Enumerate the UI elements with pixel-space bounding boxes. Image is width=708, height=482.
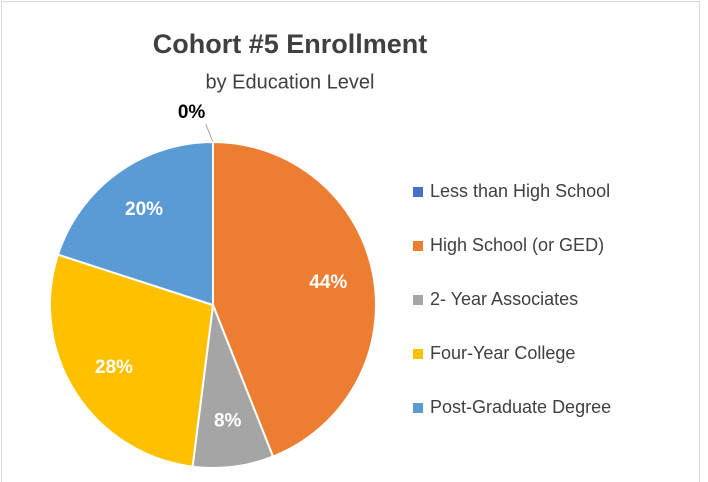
- pie-slice: [56, 140, 214, 307]
- legend-label: High School (or GED): [430, 235, 604, 255]
- legend-swatch: [413, 187, 423, 197]
- chart-subtitle: by Education Level: [205, 71, 374, 93]
- legend-label: Less than High School: [430, 181, 610, 201]
- legend-label: 2- Year Associates: [430, 289, 578, 309]
- leader-line: [205, 123, 214, 143]
- legend-swatch: [413, 403, 423, 413]
- data-label: 8%: [214, 410, 242, 431]
- legend-label: Post-Graduate Degree: [430, 397, 611, 417]
- legend-label: Four-Year College: [430, 343, 575, 363]
- legend-swatch: [413, 241, 423, 251]
- data-label: 0%: [178, 102, 206, 123]
- pie-slice: [212, 140, 377, 458]
- data-label: 20%: [125, 199, 163, 220]
- legend-swatch: [413, 349, 423, 359]
- legend-swatch: [413, 295, 423, 305]
- chart-title: Cohort #5 Enrollment: [153, 29, 428, 59]
- data-label: 28%: [95, 357, 133, 378]
- pie-slice: [49, 253, 215, 468]
- data-label: 44%: [309, 272, 347, 293]
